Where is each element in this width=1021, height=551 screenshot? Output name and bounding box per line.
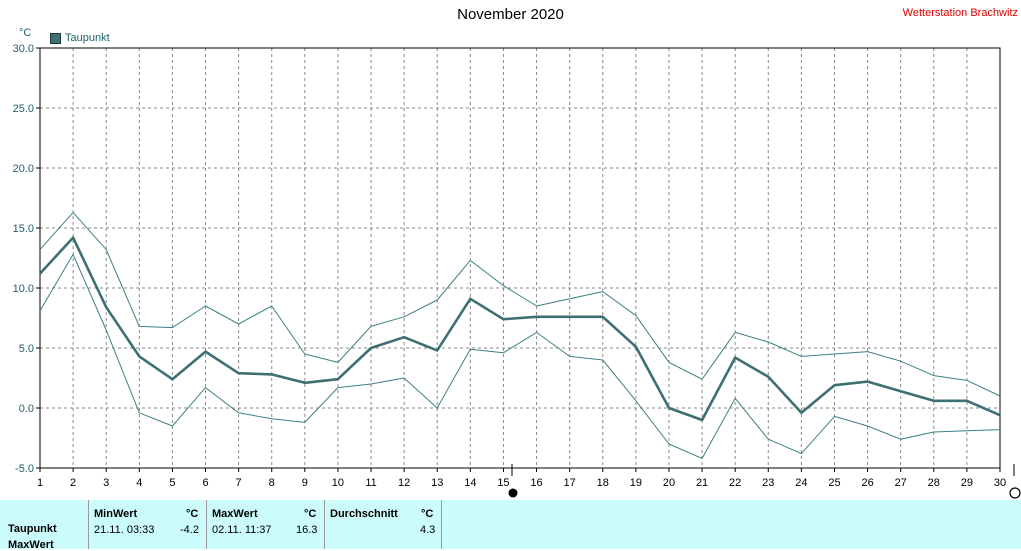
max-value: 16.3 bbox=[296, 524, 318, 536]
x-tick-label: 15 bbox=[497, 477, 509, 489]
y-tick-label: 10.0 bbox=[13, 283, 34, 295]
x-tick-label: 30 bbox=[994, 477, 1006, 489]
x-tick-label: 28 bbox=[928, 477, 940, 489]
y-tick-label: 25.0 bbox=[13, 103, 34, 115]
y-tick-label: 5.0 bbox=[19, 343, 34, 355]
x-tick-label: 9 bbox=[302, 477, 308, 489]
x-tick-label: 23 bbox=[762, 477, 774, 489]
max-time: 02.11. 11:37 bbox=[212, 524, 272, 536]
y-unit: °C bbox=[19, 27, 32, 39]
x-tick-label: 4 bbox=[136, 477, 142, 489]
grid bbox=[39, 47, 1001, 469]
min-header: MinWert bbox=[94, 508, 138, 520]
max-unit: °C bbox=[304, 508, 317, 520]
x-tick-label: 8 bbox=[269, 477, 275, 489]
y-tick-label: 30.0 bbox=[13, 43, 34, 55]
x-tick-label: 18 bbox=[597, 477, 609, 489]
x-tick-label: 29 bbox=[961, 477, 973, 489]
x-tick-label: 10 bbox=[332, 477, 344, 489]
x-tick-label: 26 bbox=[861, 477, 873, 489]
legend-swatch bbox=[50, 32, 61, 44]
slider-knob-filled[interactable] bbox=[508, 488, 518, 498]
legend-label: Taupunkt bbox=[65, 32, 110, 44]
y-tick-label: 20.0 bbox=[13, 163, 34, 175]
avg-header: Durchschnitt bbox=[330, 508, 398, 520]
plot-frame bbox=[39, 47, 1001, 469]
x-tick-label: 20 bbox=[663, 477, 675, 489]
x-tick-label: 13 bbox=[431, 477, 443, 489]
stats-row-label: Taupunkt bbox=[8, 523, 57, 535]
x-tick-label: 19 bbox=[630, 477, 642, 489]
y-axis: 30.0 25.0 20.0 15.0 10.0 5.0 0.0 -5.0 bbox=[13, 43, 40, 475]
series-mean-line bbox=[39, 236, 1001, 422]
scroll-markers bbox=[508, 464, 1021, 499]
x-tick-label: 2 bbox=[70, 477, 76, 489]
avg-unit: °C bbox=[421, 508, 434, 520]
x-tick-label: 21 bbox=[696, 477, 708, 489]
x-tick-label: 24 bbox=[795, 477, 807, 489]
y-tick-label: -5.0 bbox=[15, 463, 34, 475]
stats-panel: Taupunkt MaxWert MinWert °C 21.11. 03:33… bbox=[0, 500, 1021, 551]
plot-lines bbox=[39, 211, 1001, 459]
x-tick-label: 16 bbox=[530, 477, 542, 489]
x-axis: 1 2 3 4 5 6 7 8 9 10 11 12 13 14 15 16 17 18 19 20 21 22 23 24 2… bbox=[37, 468, 1006, 489]
chart-title: November 2020 bbox=[457, 6, 564, 23]
min-time: 21.11. 03:33 bbox=[94, 524, 155, 536]
x-tick-label: 17 bbox=[564, 477, 576, 489]
y-tick-label: 0.0 bbox=[19, 403, 34, 415]
stats-row-label-2: MaxWert bbox=[8, 539, 54, 551]
x-tick-label: 6 bbox=[202, 477, 208, 489]
x-tick-label: 14 bbox=[464, 477, 476, 489]
x-tick-label: 3 bbox=[103, 477, 109, 489]
avg-value: 4.3 bbox=[420, 524, 436, 536]
x-tick-label: 5 bbox=[169, 477, 175, 489]
legend: Taupunkt bbox=[50, 32, 110, 44]
slider-knob-empty[interactable] bbox=[1009, 487, 1021, 499]
x-tick-label: 11 bbox=[365, 477, 376, 489]
x-tick-label: 7 bbox=[236, 477, 242, 489]
x-tick-label: 25 bbox=[828, 477, 840, 489]
x-tick-label: 12 bbox=[398, 477, 410, 489]
x-tick-label: 22 bbox=[729, 477, 741, 489]
station-name: Wetterstation Brachwitz bbox=[902, 7, 1018, 19]
max-header: MaxWert bbox=[212, 508, 258, 520]
min-value: -4.2 bbox=[180, 524, 199, 536]
min-unit: °C bbox=[186, 508, 199, 520]
series-min-line bbox=[39, 253, 1001, 459]
x-tick-label: 27 bbox=[895, 477, 907, 489]
series-max-line bbox=[39, 211, 1001, 397]
y-tick-label: 15.0 bbox=[13, 223, 34, 235]
x-tick-label: 1 bbox=[37, 477, 43, 489]
